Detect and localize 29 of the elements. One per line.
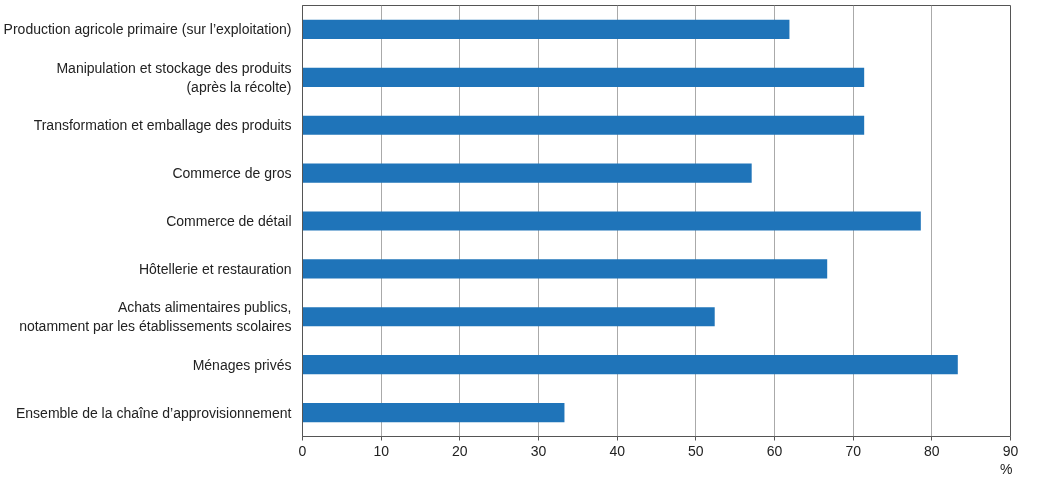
x-tick-label: 30 [530, 442, 547, 459]
bar [302, 402, 565, 423]
bar [302, 163, 752, 183]
y-tick-label: Commerce de gros [172, 165, 292, 182]
y-tick-label: Ménages privés [192, 356, 292, 373]
bar [302, 307, 715, 327]
y-tick-label: Commerce de détail [166, 213, 292, 229]
y-tick-label: Ensemble de la chaîne d’approvisionnement [15, 404, 292, 421]
y-tick-label: Manipulation et stockage des produits (après la récolte) [56, 59, 292, 95]
x-tick-label: 50 [688, 442, 704, 459]
bar [302, 259, 828, 279]
x-tick-label: 40 [609, 442, 626, 459]
bar [302, 115, 865, 135]
x-tick-label: 90 [1002, 442, 1019, 459]
bar [302, 19, 790, 40]
y-tick-label: Transformation et emballage des produits [33, 117, 292, 134]
x-tick-label: 10 [373, 442, 390, 459]
x-axis-title: % [1000, 460, 1013, 477]
y-tick-label: Hôtellerie et restauration [138, 260, 292, 277]
x-tick-label: 80 [924, 442, 940, 459]
y-tick-label: Production agricole primaire (sur l’exploitation) [3, 21, 292, 38]
x-tick-label: 60 [766, 442, 783, 459]
x-tick-label: 20 [452, 442, 468, 459]
bar [302, 355, 958, 375]
bar [302, 211, 921, 231]
bar [302, 67, 865, 87]
y-tick-label: Achats alimentaires publics, notamment par les établissements scolaires [19, 299, 292, 335]
x-tick-label: 70 [845, 442, 862, 459]
x-tick-label: 0 [298, 442, 307, 459]
